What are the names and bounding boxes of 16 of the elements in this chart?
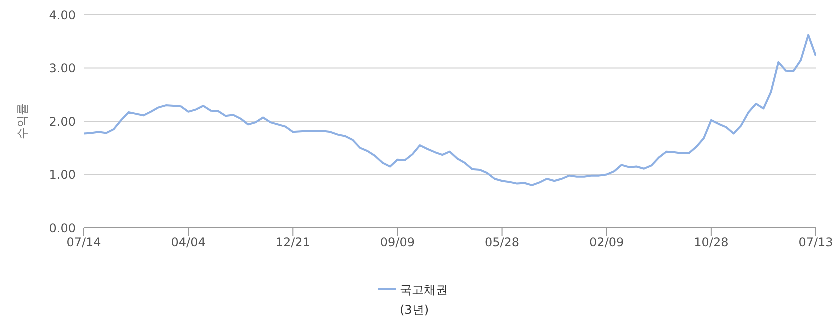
x-tick-label: 02/09 — [590, 236, 624, 250]
x-tick-label: 05/28 — [484, 236, 520, 250]
x-tick-label: 07/13 — [798, 236, 834, 250]
line-series — [84, 34, 816, 186]
x-tick-label: 12/21 — [276, 236, 310, 250]
y-axis-title: 수익률 — [15, 104, 30, 140]
y-tick-label: 3.00 — [49, 62, 76, 76]
y-tick-label: 0.00 — [49, 221, 76, 236]
y-tick-label: 2.00 — [49, 114, 76, 129]
x-tick-label: 09/09 — [380, 236, 416, 250]
x-tick-label: 10/28 — [694, 236, 729, 250]
x-tick-label: 04/04 — [171, 236, 206, 250]
y-tick-label: 1.00 — [49, 168, 76, 182]
x-tick-label: 07/14 — [66, 236, 102, 250]
legend-label: 국고채권 (3년) — [400, 282, 449, 319]
y-tick-label: 4.00 — [49, 8, 76, 22]
